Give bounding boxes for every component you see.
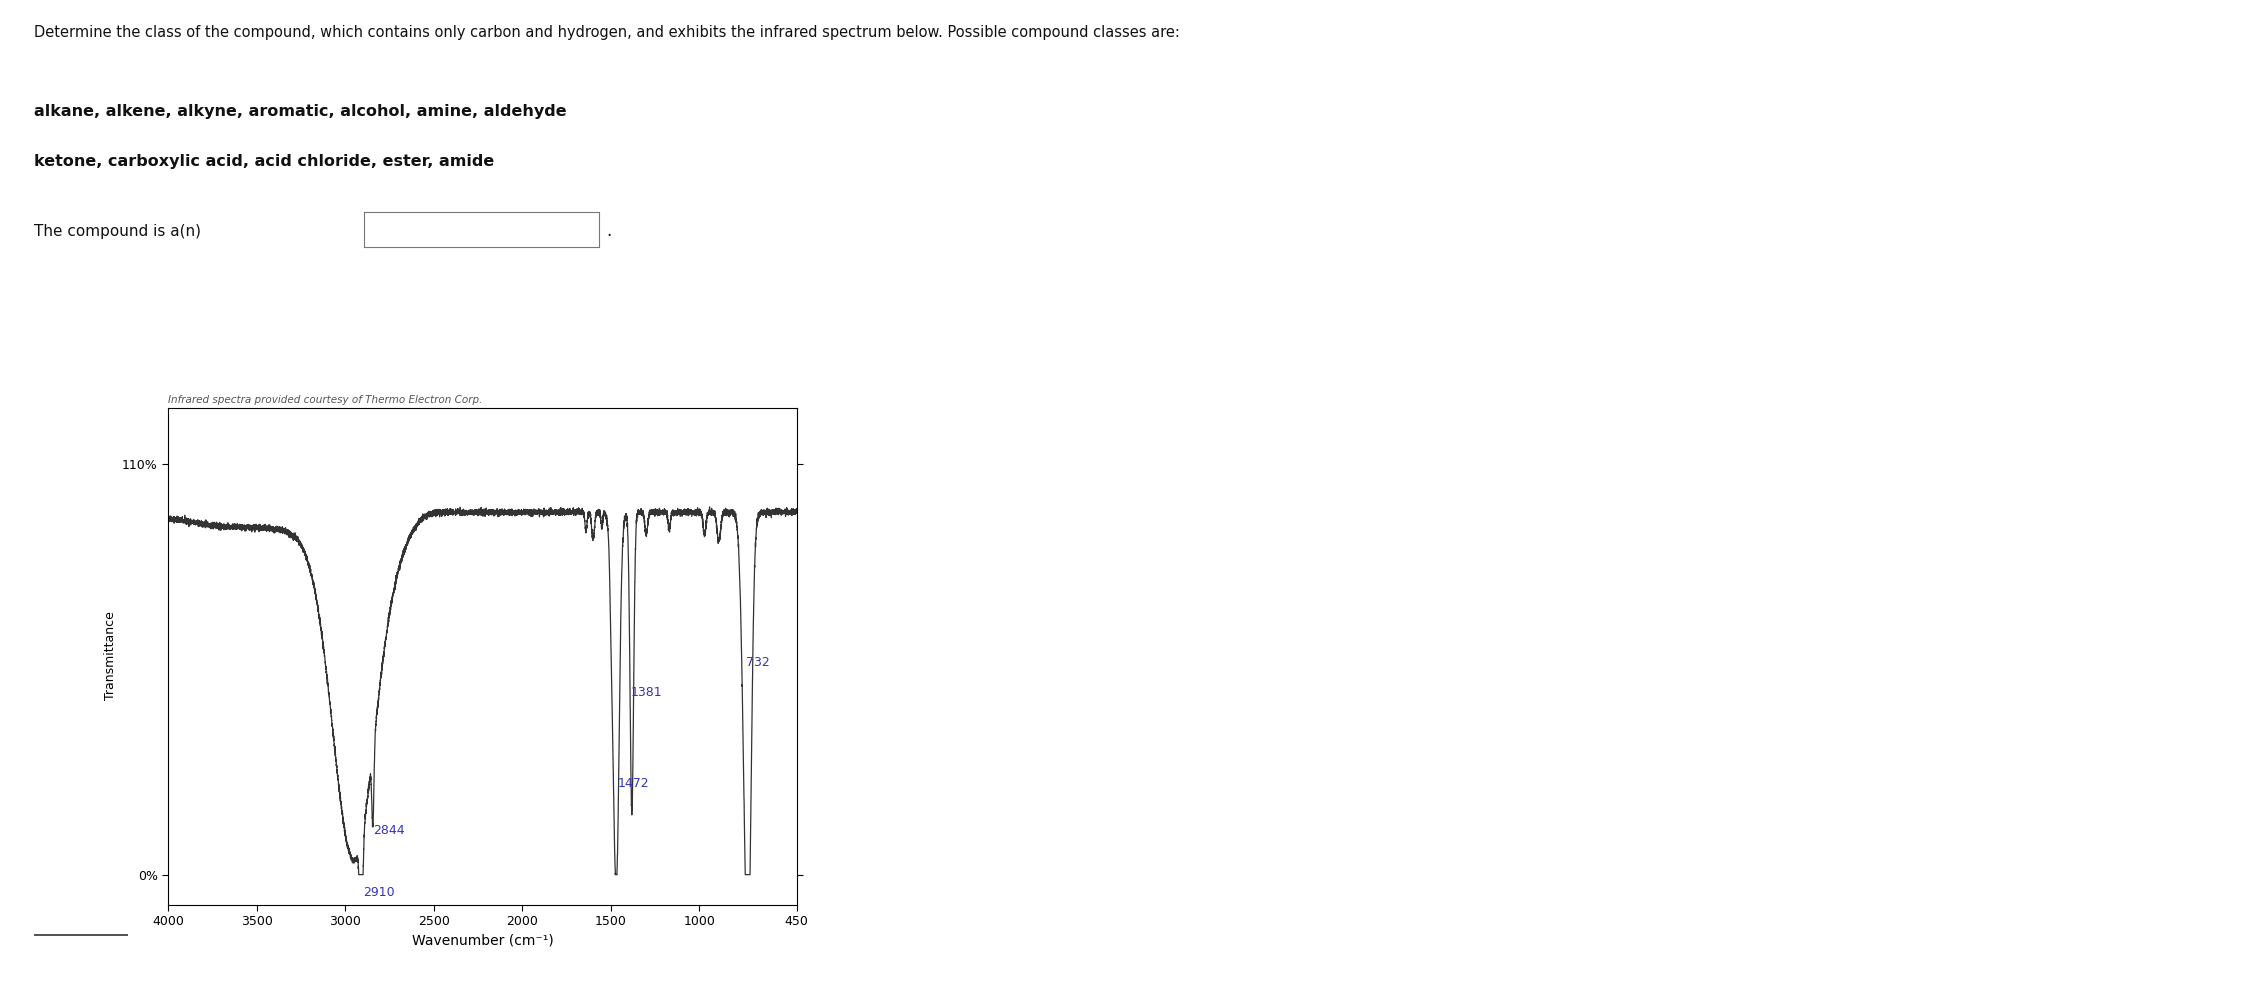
Text: 1472: 1472 [617, 777, 649, 790]
Text: .: . [606, 222, 610, 240]
Text: 2844: 2844 [373, 824, 406, 837]
Y-axis label: Transmittance: Transmittance [103, 611, 117, 701]
Text: 2910: 2910 [364, 886, 395, 899]
Text: alkane, alkene, alkyne, aromatic, alcohol, amine, aldehyde: alkane, alkene, alkyne, aromatic, alcoho… [34, 104, 565, 119]
X-axis label: Wavenumber (cm⁻¹): Wavenumber (cm⁻¹) [411, 933, 554, 947]
Text: Infrared spectra provided courtesy of Thermo Electron Corp.: Infrared spectra provided courtesy of Th… [168, 396, 482, 406]
Text: The compound is a(n): The compound is a(n) [34, 224, 200, 239]
Text: 732: 732 [747, 656, 770, 669]
Text: 1381: 1381 [631, 686, 662, 699]
Text: ketone, carboxylic acid, acid chloride, ester, amide: ketone, carboxylic acid, acid chloride, … [34, 154, 494, 169]
Text: Determine the class of the compound, which contains only carbon and hydrogen, an: Determine the class of the compound, whi… [34, 25, 1180, 40]
